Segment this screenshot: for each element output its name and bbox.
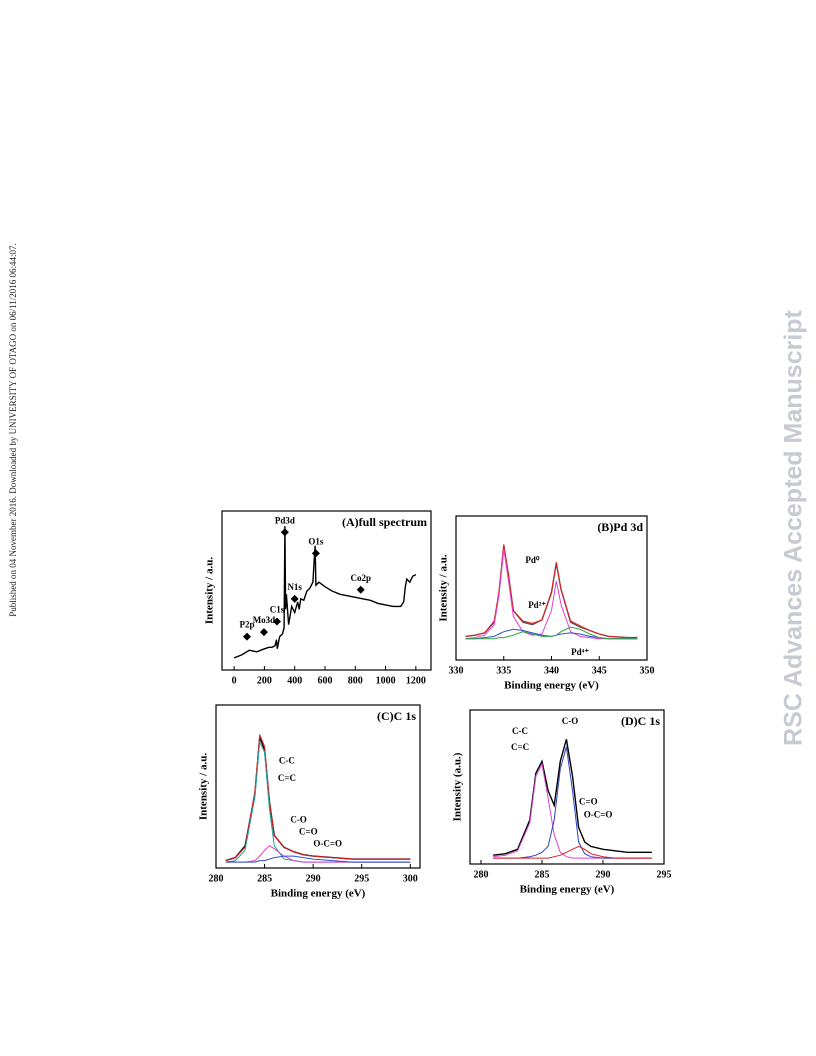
spectrum-line: [493, 746, 652, 859]
x-tick-label: 400: [287, 675, 302, 686]
x-axis-label: Binding energy (eV): [271, 888, 366, 900]
chart-title: (B)Pd 3d: [597, 520, 643, 534]
peak-marker: [280, 528, 289, 537]
peak-label: C=O: [579, 796, 598, 806]
spectrum-line: [465, 544, 638, 639]
spectrum-line: [225, 734, 411, 862]
x-tick-label: 0: [232, 675, 237, 686]
x-tick-label: 280: [209, 873, 224, 884]
peak-label: P2p: [239, 620, 254, 630]
peak-label: Pd²⁺: [528, 600, 546, 610]
x-tick-label: 330: [449, 665, 464, 676]
x-tick-label: 200: [257, 675, 272, 686]
plot-frame: [469, 709, 665, 865]
peak-label: Co2p: [350, 573, 371, 583]
plot-frame: [221, 510, 432, 671]
x-tick-label: 300: [403, 873, 418, 884]
peak-label: O-C=O: [313, 838, 342, 848]
peak-label: C1s: [270, 605, 285, 615]
chart-title: (D)C 1s: [621, 714, 660, 728]
x-tick-label: 350: [640, 665, 655, 676]
peak-label: O-C=O: [584, 810, 613, 820]
peak-label: Pd⁰: [525, 555, 540, 565]
x-tick-label: 280: [473, 869, 488, 880]
peak-label: C-O: [290, 815, 307, 825]
spectrum-line: [225, 855, 411, 863]
peak-label: C=O: [299, 826, 318, 836]
x-tick-label: 295: [657, 869, 672, 880]
peak-label: O1s: [308, 536, 324, 546]
sidebar: Published on 04 November 2016. Downloade…: [8, 243, 18, 617]
peak-label: C-O: [562, 716, 579, 726]
spectrum-line: [233, 526, 417, 659]
x-tick-label: 345: [592, 665, 607, 676]
peak-label: C-C: [512, 726, 528, 736]
x-axis-label: Binding energy (eV): [520, 884, 615, 896]
peak-marker: [259, 628, 268, 637]
x-tick-label: 800: [348, 675, 363, 686]
peak-marker: [272, 617, 281, 626]
x-tick-label: 285: [257, 873, 272, 884]
peak-marker: [242, 632, 251, 641]
peak-label: C=C: [278, 773, 296, 783]
x-tick-label: 290: [595, 869, 610, 880]
peak-marker: [290, 594, 299, 603]
y-axis-label: Intensity / a.u.: [198, 753, 210, 820]
peak-label: Pd3d: [275, 515, 295, 525]
spectrum-line: [493, 845, 652, 859]
peak-label: N1s: [287, 582, 302, 592]
spectrum-line: [493, 739, 652, 856]
x-tick-label: 600: [317, 675, 332, 686]
chart-title: (A)full spectrum: [342, 515, 427, 529]
y-axis-label: Intensity / a.u.: [438, 554, 450, 621]
peak-label: Pd⁴⁺: [571, 647, 589, 657]
plot-frame: [215, 704, 421, 869]
peak-marker: [311, 549, 320, 558]
x-tick-label: 1000: [376, 675, 396, 686]
peak-label: C-C: [279, 755, 295, 765]
peak-label: Mo3d: [253, 615, 276, 625]
x-tick-label: 340: [544, 665, 559, 676]
spectrum-line: [465, 628, 638, 640]
chart-title: (C)C 1s: [377, 709, 416, 723]
spectrum-line: [465, 548, 638, 640]
peak-marker: [356, 585, 365, 594]
x-tick-label: 290: [306, 873, 321, 884]
x-tick-label: 285: [534, 869, 549, 880]
y-axis-label: Intensity (a.u.): [452, 752, 464, 821]
x-tick-label: 295: [354, 873, 369, 884]
x-axis-label: Binding energy (eV): [504, 680, 599, 692]
spectrum-line: [465, 626, 638, 640]
x-tick-label: 335: [496, 665, 511, 676]
peak-label: C=C: [511, 742, 529, 752]
y-axis-label: Intensity / a.u.: [204, 557, 216, 624]
x-tick-label: 1200: [406, 675, 426, 686]
watermark: RSC Advances Accepted Manuscript: [780, 309, 808, 745]
